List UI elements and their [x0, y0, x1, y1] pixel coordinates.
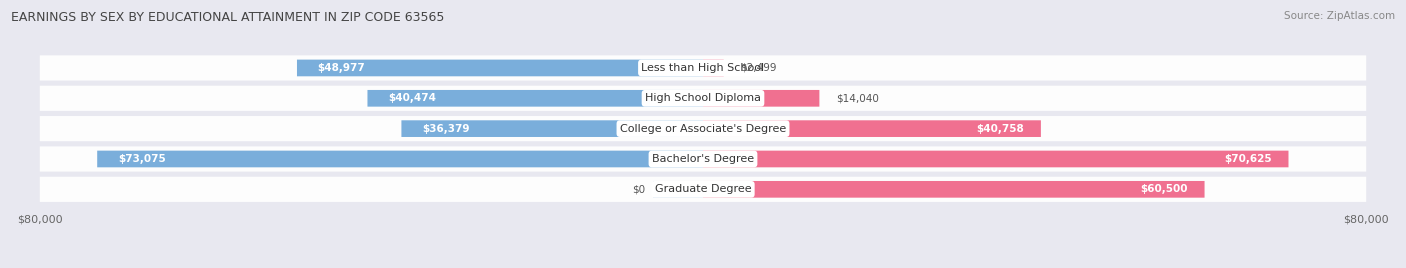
Text: $60,500: $60,500 — [1140, 184, 1188, 194]
Text: $40,758: $40,758 — [977, 124, 1025, 134]
Text: $2,499: $2,499 — [741, 63, 776, 73]
FancyBboxPatch shape — [402, 120, 703, 137]
Text: College or Associate's Degree: College or Associate's Degree — [620, 124, 786, 134]
FancyBboxPatch shape — [39, 116, 1367, 141]
FancyBboxPatch shape — [703, 181, 1205, 198]
Text: Less than High School: Less than High School — [641, 63, 765, 73]
FancyBboxPatch shape — [39, 86, 1367, 111]
Text: $0: $0 — [631, 184, 645, 194]
FancyBboxPatch shape — [654, 181, 703, 198]
FancyBboxPatch shape — [39, 55, 1367, 81]
Text: Bachelor's Degree: Bachelor's Degree — [652, 154, 754, 164]
FancyBboxPatch shape — [703, 59, 724, 76]
Legend: Male, Female: Male, Female — [643, 264, 763, 268]
Text: $73,075: $73,075 — [118, 154, 166, 164]
Text: Source: ZipAtlas.com: Source: ZipAtlas.com — [1284, 11, 1395, 21]
Text: EARNINGS BY SEX BY EDUCATIONAL ATTAINMENT IN ZIP CODE 63565: EARNINGS BY SEX BY EDUCATIONAL ATTAINMEN… — [11, 11, 444, 24]
Text: $40,474: $40,474 — [388, 93, 436, 103]
FancyBboxPatch shape — [367, 90, 703, 107]
Text: $48,977: $48,977 — [318, 63, 366, 73]
FancyBboxPatch shape — [39, 177, 1367, 202]
Text: $70,625: $70,625 — [1225, 154, 1272, 164]
FancyBboxPatch shape — [297, 59, 703, 76]
FancyBboxPatch shape — [97, 151, 703, 167]
Text: $14,040: $14,040 — [837, 93, 879, 103]
FancyBboxPatch shape — [39, 146, 1367, 172]
FancyBboxPatch shape — [703, 151, 1288, 167]
Text: Graduate Degree: Graduate Degree — [655, 184, 751, 194]
FancyBboxPatch shape — [703, 90, 820, 107]
Text: High School Diploma: High School Diploma — [645, 93, 761, 103]
FancyBboxPatch shape — [703, 120, 1040, 137]
Text: $36,379: $36,379 — [422, 124, 470, 134]
